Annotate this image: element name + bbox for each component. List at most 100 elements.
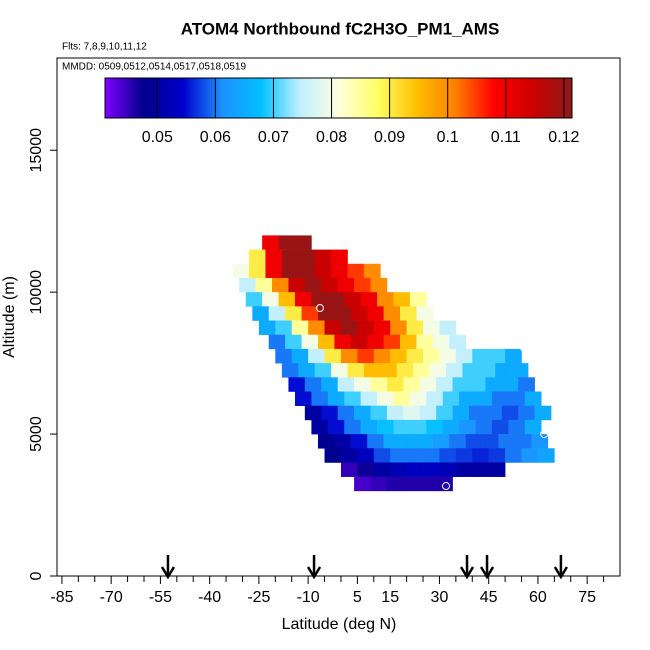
cell [380, 363, 398, 378]
cell [390, 320, 407, 336]
cell [488, 348, 506, 364]
cell [455, 448, 473, 463]
cell [482, 434, 499, 449]
cell [354, 377, 371, 392]
cell [314, 249, 332, 265]
cell [472, 348, 489, 364]
cell [252, 306, 270, 321]
cell [432, 434, 450, 449]
cell [514, 434, 532, 449]
cell [298, 263, 315, 279]
cell [317, 334, 335, 350]
arrow-head [553, 566, 568, 580]
cell [370, 405, 388, 421]
cell [485, 405, 503, 421]
cell [272, 277, 289, 293]
cell [403, 377, 421, 392]
cell [298, 363, 315, 378]
cell [436, 377, 453, 392]
cell [262, 292, 279, 307]
arrow-head [160, 566, 176, 580]
cell [331, 263, 348, 279]
cell [436, 405, 453, 421]
arrow [479, 555, 495, 580]
arrow [160, 555, 176, 580]
colorbar-tick-label: 0.11 [491, 129, 521, 146]
cell [357, 462, 375, 477]
cell [354, 405, 371, 421]
cell [354, 476, 371, 492]
cell [383, 306, 401, 321]
cell [485, 377, 503, 392]
cell [324, 320, 342, 336]
cell [390, 448, 407, 463]
cell [308, 320, 325, 336]
x-tick-label: -10 [297, 589, 320, 606]
cell [295, 292, 312, 307]
cell [347, 363, 365, 378]
cell [373, 320, 391, 336]
cell [508, 391, 526, 406]
cell [416, 306, 434, 321]
chart-title: ATOM4 Northbound fC2H3O_PM1_AMS [181, 19, 500, 38]
y-tick-label: 0 [28, 571, 45, 580]
cell [268, 306, 286, 321]
cell [321, 277, 338, 293]
cell [324, 348, 342, 364]
cell [423, 448, 440, 463]
plot-frame [56, 57, 621, 577]
cell [275, 320, 293, 336]
cell [406, 462, 424, 477]
cell [396, 363, 414, 378]
cell [373, 348, 391, 364]
x-tick-label: -85 [50, 589, 73, 606]
cell [324, 448, 342, 463]
x-tick-label: 30 [431, 589, 449, 606]
cell [377, 391, 394, 406]
cell [439, 462, 457, 477]
cell [334, 306, 352, 321]
cell [304, 277, 322, 293]
cell [429, 363, 447, 378]
cell [314, 363, 332, 378]
colorbar-tick-label: 0.06 [200, 129, 231, 146]
cell [383, 334, 401, 350]
cell [334, 434, 352, 449]
cell [468, 377, 486, 392]
colorbar [104, 77, 573, 119]
arrow [459, 555, 475, 580]
cell [288, 277, 306, 293]
cell [419, 377, 437, 392]
y-tick-label: 15000 [28, 128, 45, 173]
cell [377, 292, 394, 307]
x-tick-label: 75 [578, 589, 596, 606]
cell [459, 391, 476, 406]
cell [363, 263, 381, 279]
cell [416, 434, 434, 449]
cell [357, 448, 375, 463]
cell [285, 306, 302, 321]
cell [321, 377, 338, 392]
cell [423, 320, 440, 336]
subtitle: Flts: 7,8,9,10,11,12 [62, 42, 147, 53]
sample-point [520, 344, 529, 353]
sample-point [227, 262, 236, 271]
cell [367, 334, 384, 350]
cell [534, 405, 552, 421]
cell [488, 462, 506, 477]
cell [354, 277, 371, 293]
cell [350, 334, 368, 350]
x-tick-label: -70 [100, 589, 123, 606]
cell [370, 476, 388, 492]
cell [360, 391, 378, 406]
cell [308, 348, 325, 364]
cell [393, 292, 411, 307]
cell [403, 476, 421, 492]
cell [426, 419, 444, 435]
sample-point [442, 482, 451, 491]
cell [518, 405, 535, 421]
cell [390, 462, 407, 477]
cell [301, 306, 319, 321]
cell [301, 334, 319, 350]
cell [255, 277, 273, 293]
